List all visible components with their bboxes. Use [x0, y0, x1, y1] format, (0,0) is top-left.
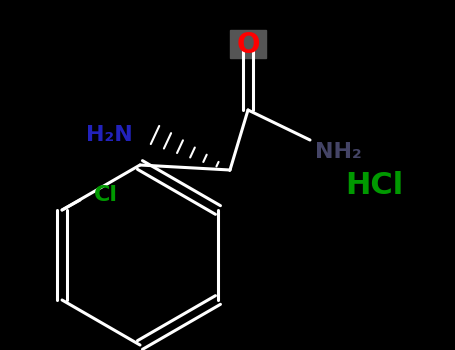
Text: H₂N: H₂N [86, 125, 133, 145]
Text: O: O [236, 31, 260, 59]
Text: Cl: Cl [94, 185, 118, 205]
Bar [230, 30, 266, 58]
Text: HCl: HCl [345, 170, 403, 199]
Text: NH₂: NH₂ [315, 142, 362, 162]
